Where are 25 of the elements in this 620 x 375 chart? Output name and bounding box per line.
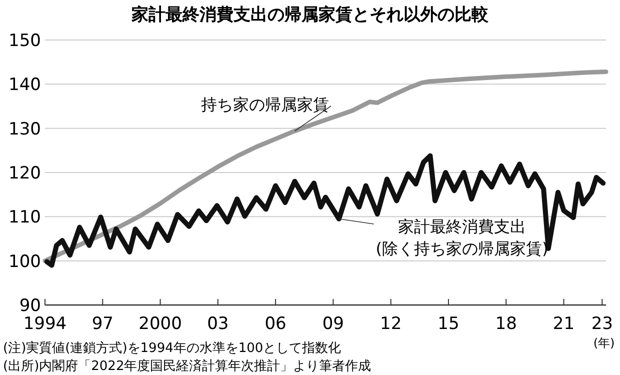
- y-tick-label: 150: [8, 31, 41, 51]
- line-series: [42, 70, 608, 264]
- x-tick-label: 1994: [23, 314, 67, 334]
- y-tick-label: 120: [8, 164, 41, 184]
- x-tick-label: 21: [552, 314, 575, 334]
- x-tick-label: 23: [591, 314, 613, 334]
- y-tick-label: 100: [8, 252, 41, 272]
- x-tick-label: 18: [495, 314, 517, 334]
- x-tick-label: 06: [264, 314, 286, 334]
- x-tick-label: 03: [207, 314, 229, 334]
- series-label: 家計最終消費支出 (除く持ち家の帰属家賃): [376, 217, 548, 258]
- x-tick-label: 09: [322, 314, 344, 334]
- y-tick-label: 140: [8, 75, 41, 96]
- chart-title: 家計最終消費支出の帰属家賃とそれ以外の比較: [130, 5, 490, 25]
- y-tick-label: 90: [19, 296, 41, 316]
- x-tick-label: 97: [92, 314, 114, 334]
- text: (出所)内閣府「2022年度国民経済計算年次推計」より筆者作成: [3, 358, 372, 374]
- x-tick-label: 15: [438, 314, 460, 334]
- text: (注)実質値(連鎖方式)を1994年の水準を100として指数化: [3, 340, 342, 356]
- x-tick-label: 12: [380, 314, 402, 334]
- y-tick-label: 130: [8, 119, 41, 140]
- x-axis-title: (年): [593, 336, 615, 350]
- y-tick-label: 110: [8, 208, 41, 228]
- x-tick-label: 2000: [138, 314, 182, 334]
- series-label: 持ち家の帰属家賃: [201, 95, 329, 114]
